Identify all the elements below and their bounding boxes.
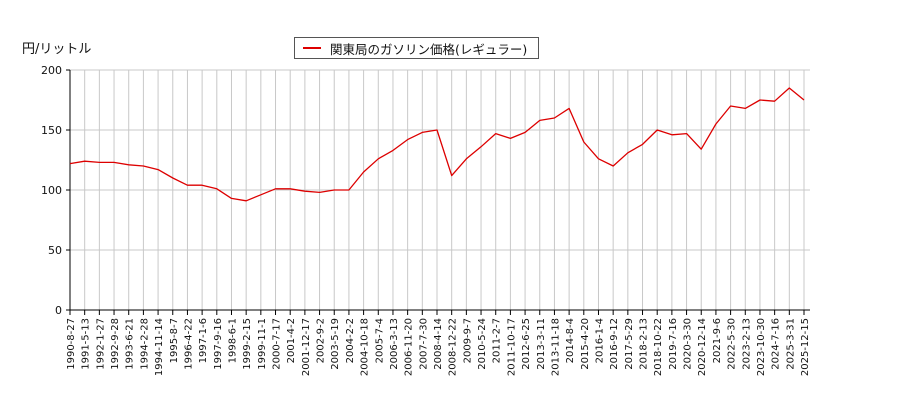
x-tick-label: 2008-4-14 <box>433 318 444 370</box>
x-tick-label: 2002-9-2 <box>316 318 327 363</box>
x-tick-label: 2001-12-17 <box>301 318 312 376</box>
x-tick-label: 2009-9-7 <box>462 318 473 363</box>
y-tick-label: 0 <box>55 304 62 317</box>
x-tick-label: 1996-4-22 <box>183 318 194 370</box>
x-tick-label: 2017-5-29 <box>624 318 635 370</box>
x-tick-label: 2004-10-18 <box>360 318 371 376</box>
x-tick-label: 2016-1-4 <box>594 318 605 363</box>
x-tick-label: 2001-4-2 <box>286 318 297 363</box>
x-tick-label: 2020-3-30 <box>683 318 694 370</box>
x-tick-label: 2013-11-18 <box>550 318 561 376</box>
x-axis-ticks: 1990-8-27 1991-5-13 1992-1-27 1992-9-28 1993… <box>66 310 811 376</box>
x-tick-label: 1998-6-1 <box>227 318 238 363</box>
x-tick-label: 1995-8-7 <box>169 318 180 363</box>
x-tick-label: 2011-2-7 <box>492 318 503 363</box>
x-tick-label: 2020-12-14 <box>697 318 708 376</box>
x-tick-label: 2025-12-15 <box>800 318 811 376</box>
x-tick-label: 2003-5-19 <box>330 318 341 370</box>
x-tick-label: 2011-10-17 <box>506 318 517 376</box>
x-tick-label: 1997-1-6 <box>198 318 209 363</box>
x-tick-label: 1991-5-13 <box>81 318 92 370</box>
x-tick-label: 2015-4-20 <box>580 318 591 370</box>
x-tick-label: 1997-9-16 <box>213 318 224 370</box>
x-tick-label: 2014-8-4 <box>565 318 576 363</box>
x-tick-label: 2006-11-20 <box>404 318 415 376</box>
x-tick-label: 1990-8-27 <box>66 318 77 370</box>
x-tick-label: 1999-2-15 <box>242 318 253 370</box>
y-axis-unit-label: 円/リットル <box>22 42 92 57</box>
x-tick-label: 2023-2-13 <box>741 318 752 370</box>
y-tick-label: 50 <box>48 244 62 257</box>
chart-legend: 関東局のガソリン価格(レギュラー) <box>294 37 539 59</box>
x-tick-label: 2021-9-6 <box>712 318 723 363</box>
x-tick-label: 2007-7-30 <box>418 318 429 370</box>
x-tick-label: 2012-6-25 <box>521 318 532 370</box>
x-tick-label: 2016-9-12 <box>609 318 620 370</box>
y-tick-label: 100 <box>41 184 62 197</box>
legend-label: 関東局のガソリン価格(レギュラー) <box>330 41 528 57</box>
x-tick-label: 2008-12-22 <box>448 318 459 376</box>
x-tick-label: 2024-7-16 <box>771 318 782 370</box>
y-tick-label: 150 <box>41 124 62 137</box>
x-tick-label: 2005-7-4 <box>374 318 385 363</box>
x-tick-label: 2010-5-24 <box>477 318 488 370</box>
x-tick-label: 1993-6-21 <box>125 318 136 370</box>
y-tick-label: 200 <box>41 64 62 77</box>
x-tick-label: 2006-3-13 <box>389 318 400 370</box>
x-tick-label: 2018-10-22 <box>653 318 664 376</box>
x-tick-label: 1992-9-28 <box>110 318 121 370</box>
y-axis-ticks: 0 50 100 150 200 <box>41 64 70 317</box>
x-tick-label: 1994-2-28 <box>139 318 150 370</box>
legend-line-swatch <box>303 47 321 49</box>
x-tick-label: 2019-7-16 <box>668 318 679 370</box>
grid-lines <box>70 69 810 310</box>
x-tick-label: 2018-2-13 <box>639 318 650 370</box>
x-tick-label: 2023-10-30 <box>756 318 767 376</box>
x-tick-label: 2013-3-11 <box>536 318 547 370</box>
x-tick-label: 1994-11-14 <box>154 318 165 376</box>
x-tick-label: 2025-3-31 <box>785 318 796 370</box>
x-tick-label: 2000-7-17 <box>272 318 283 370</box>
x-tick-label: 1992-1-27 <box>95 318 106 370</box>
x-tick-label: 2004-2-2 <box>345 318 356 363</box>
price-series-line <box>69 87 805 202</box>
x-tick-label: 2022-5-30 <box>727 318 738 370</box>
x-tick-label: 1999-11-1 <box>257 318 268 370</box>
